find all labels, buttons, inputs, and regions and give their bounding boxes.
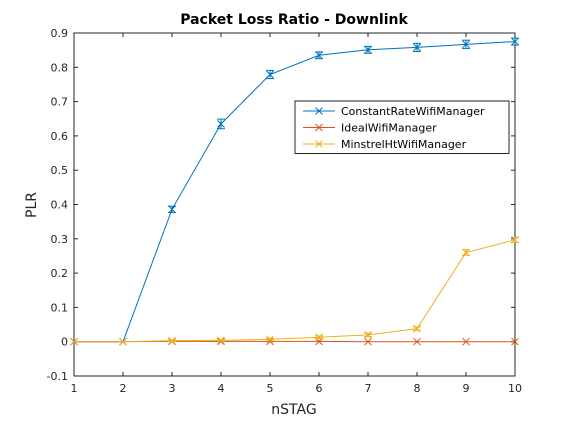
y-tick-label: 0.4: [51, 199, 69, 212]
legend-marker: [315, 140, 323, 148]
plot-frame: [73, 32, 516, 377]
data-point: [315, 333, 323, 342]
legend-marker: [315, 107, 323, 115]
series-line: [74, 239, 516, 343]
x-tick-label: 6: [316, 382, 323, 395]
y-tick-label: 0.9: [51, 27, 69, 40]
y-tick-label: 0.2: [51, 267, 69, 280]
y-tick-label: 0.1: [51, 301, 69, 314]
data-point: [511, 37, 519, 46]
data-point: [364, 45, 372, 54]
legend-label: ConstantRateWifiManager: [341, 105, 485, 118]
data-point: [462, 40, 470, 49]
legend: ConstantRateWifiManager IdealWifiManager M…: [294, 100, 510, 154]
legend-label: MinstrelHtWifiManager: [341, 138, 467, 151]
x-tick-label: 5: [267, 382, 274, 395]
data-point: [462, 248, 470, 257]
legend-marker: [315, 123, 323, 132]
y-tick-label: 0.8: [51, 61, 69, 74]
y-tick-label: 0: [61, 336, 68, 349]
y-tick-label: 0.7: [51, 96, 69, 109]
legend-label: IdealWifiManager: [341, 122, 437, 135]
x-tick-label: 10: [508, 382, 522, 395]
data-point: [217, 120, 225, 128]
data-point: [413, 324, 421, 333]
x-axis-label: nSTAG: [271, 402, 316, 418]
data-point: [217, 336, 225, 345]
data-point: [364, 330, 372, 339]
x-tick-label: 7: [365, 382, 372, 395]
data-point: [364, 337, 372, 346]
y-tick-label: 0.3: [51, 233, 69, 246]
data-point: [266, 70, 274, 79]
x-tick-label: 3: [169, 382, 176, 395]
data-point: [266, 335, 274, 344]
data-point: [315, 51, 323, 60]
data-point: [462, 337, 470, 346]
data-point: [511, 235, 519, 244]
y-tick-label: 0.5: [51, 164, 69, 177]
y-tick-label: 0.6: [51, 130, 69, 143]
data-point: [168, 205, 176, 214]
series-MinstrelHtWifiManager: [70, 235, 519, 346]
y-axis-label: PLR: [24, 192, 40, 218]
chart-title: Packet Loss Ratio - Downlink: [180, 12, 408, 28]
data-point: [413, 337, 421, 346]
x-tick-label: 2: [120, 382, 127, 395]
data-point: [168, 336, 176, 345]
x-tick-label: 8: [414, 382, 421, 395]
y-tick-label: -0.1: [47, 370, 68, 383]
plot-area: 1 2 3 4 5 6 7 8 9 10 -0.1 0 0.1 0.2 0.3 0.4 0.5 0.6 0.7 0.8…: [47, 27, 522, 395]
data-point: [119, 337, 127, 346]
data-point: [70, 337, 78, 346]
x-tick-label: 9: [463, 382, 470, 395]
x-tick-label: 1: [71, 382, 78, 395]
data-point: [511, 337, 519, 346]
x-tick-label: 4: [218, 382, 225, 395]
series-line: [74, 41, 516, 343]
data-point: [413, 43, 421, 52]
